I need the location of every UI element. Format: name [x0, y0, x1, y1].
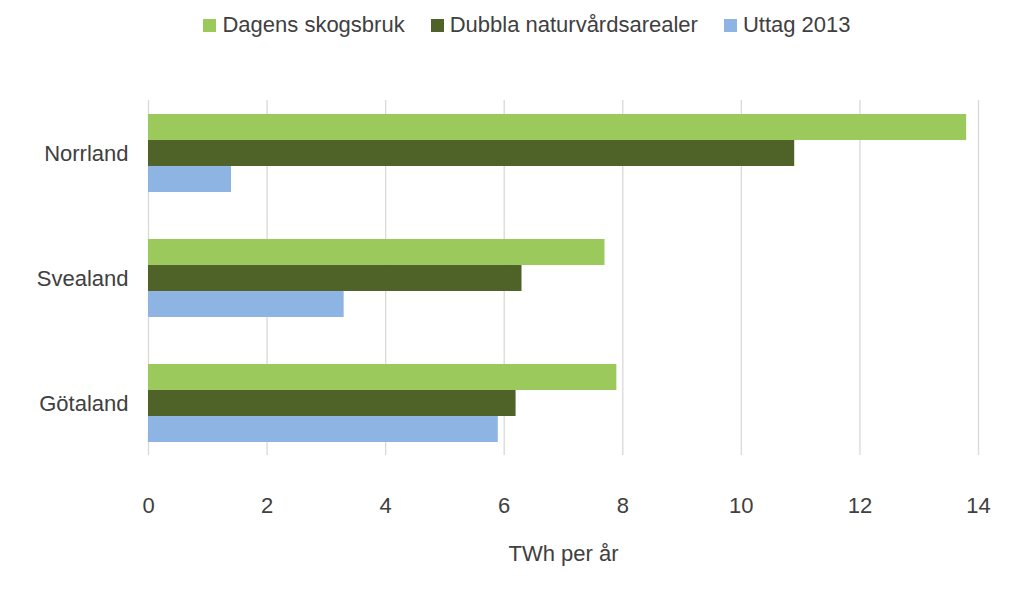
- svg-text:0: 0: [142, 493, 154, 518]
- svg-text:10: 10: [729, 493, 753, 518]
- svg-text:12: 12: [848, 493, 872, 518]
- svg-text:Svealand: Svealand: [37, 266, 129, 291]
- svg-text:6: 6: [498, 493, 510, 518]
- html-text:Dagens skogsbruk: Dagens skogsbruk: [222, 12, 405, 37]
- html-text:Dubbla naturvårdsarealer: Dubbla naturvårdsarealer: [449, 12, 698, 37]
- svg-text:Götaland: Götaland: [39, 391, 128, 416]
- svg-text:4: 4: [380, 493, 392, 518]
- svg-text:TWh per år: TWh per år: [508, 541, 618, 566]
- svg-text:8: 8: [617, 493, 629, 518]
- svg-text:14: 14: [966, 493, 990, 518]
- svg-text:2: 2: [261, 493, 273, 518]
- svg-text:Norrland: Norrland: [44, 141, 128, 166]
- html-text:Uttag 2013: Uttag 2013: [742, 12, 851, 37]
